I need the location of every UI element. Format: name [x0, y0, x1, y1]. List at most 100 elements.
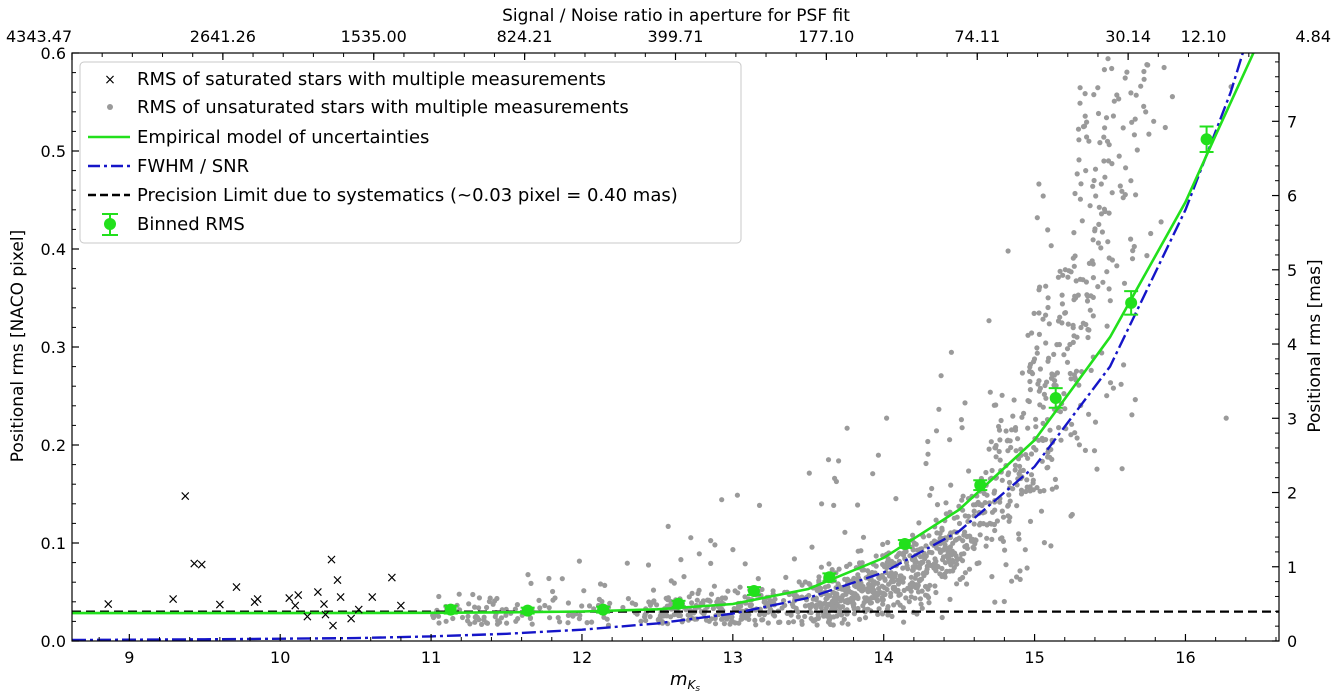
- unsaturated-star-point: [786, 619, 792, 626]
- unsaturated-star-point: [565, 612, 572, 619]
- saturated-star-marker: ×: [196, 557, 208, 573]
- unsaturated-star-point: [783, 574, 789, 581]
- unsaturated-star-point: [903, 595, 909, 601]
- binned-dot: [823, 571, 836, 584]
- unsaturated-star-point: [1065, 321, 1071, 327]
- unsaturated-star-point: [1084, 134, 1090, 140]
- unsaturated-star-point: [688, 535, 694, 541]
- x-tick-label: 14: [874, 648, 894, 667]
- unsaturated-star-point: [844, 611, 850, 617]
- unsaturated-star-point: [689, 600, 695, 606]
- unsaturated-star-point: [960, 538, 966, 544]
- unsaturated-star-point: [807, 581, 813, 588]
- unsaturated-star-point: [1030, 480, 1036, 486]
- unsaturated-star-point: [708, 591, 715, 597]
- unsaturated-star-point: [1036, 378, 1042, 384]
- unsaturated-star-point: [885, 539, 891, 546]
- saturated-star-marker: ×: [302, 609, 314, 625]
- unsaturated-star-point: [1045, 449, 1051, 455]
- saturated-star-marker: ×: [395, 598, 407, 614]
- unsaturated-star-point: [819, 501, 825, 507]
- unsaturated-star-point: [829, 567, 835, 573]
- unsaturated-star-point: [1033, 416, 1039, 422]
- unsaturated-star-point: [833, 604, 839, 610]
- unsaturated-star-point: [1048, 243, 1054, 249]
- unsaturated-star-point: [1086, 327, 1092, 333]
- unsaturated-star-point: [999, 508, 1005, 514]
- unsaturated-star-point: [1129, 119, 1135, 125]
- unsaturated-star-point: [638, 618, 644, 624]
- unsaturated-star-point: [925, 451, 931, 457]
- unsaturated-star-point: [913, 572, 919, 578]
- unsaturated-star-point: [1021, 410, 1027, 416]
- unsaturated-star-point: [976, 560, 982, 566]
- unsaturated-star-point: [1054, 370, 1060, 376]
- unsaturated-star-point: [971, 545, 977, 552]
- unsaturated-star-point: [696, 551, 702, 557]
- unsaturated-star-point: [842, 576, 848, 582]
- unsaturated-star-point: [1015, 436, 1021, 442]
- unsaturated-star-point: [1062, 310, 1069, 316]
- unsaturated-star-point: [1141, 103, 1147, 109]
- unsaturated-star-point: [904, 563, 910, 569]
- unsaturated-star-point: [525, 572, 531, 578]
- unsaturated-star-point: [472, 604, 478, 610]
- unsaturated-star-point: [924, 566, 930, 572]
- binned-rms-point: [822, 571, 837, 584]
- unsaturated-star-point: [651, 598, 657, 604]
- unsaturated-star-point: [896, 550, 903, 556]
- unsaturated-star-point: [1033, 424, 1039, 430]
- unsaturated-star-point: [989, 467, 995, 474]
- unsaturated-star-point: [908, 574, 914, 580]
- binned-dot: [1049, 391, 1062, 404]
- unsaturated-star-point: [983, 543, 989, 549]
- unsaturated-star-point: [988, 439, 994, 445]
- unsaturated-star-point: [706, 618, 712, 624]
- unsaturated-star-point: [1031, 356, 1038, 362]
- unsaturated-star-point: [999, 392, 1005, 398]
- unsaturated-star-point: [966, 468, 972, 474]
- legend-box: [79, 61, 742, 244]
- legend-item-fwhm: FWHM / SNR: [88, 156, 249, 177]
- unsaturated-star-point: [1069, 511, 1075, 518]
- unsaturated-star-point: [900, 552, 907, 558]
- unsaturated-star-point: [1071, 263, 1077, 269]
- unsaturated-star-point: [986, 318, 992, 324]
- unsaturated-star-point: [790, 619, 797, 625]
- unsaturated-star-point: [472, 614, 478, 620]
- unsaturated-star-point: [765, 620, 771, 626]
- unsaturated-star-point: [1082, 91, 1088, 97]
- unsaturated-star-point: [860, 587, 867, 593]
- unsaturated-star-point: [1060, 272, 1066, 278]
- unsaturated-star-point: [1068, 376, 1074, 382]
- y-tick-label-right: 6: [1287, 187, 1297, 206]
- legend-label-unsaturated: RMS of unsaturated stars with multiple m…: [137, 97, 629, 118]
- unsaturated-star-point: [993, 454, 999, 460]
- unsaturated-star-point: [1053, 383, 1059, 389]
- unsaturated-star-point: [920, 571, 927, 577]
- unsaturated-star-point: [825, 457, 832, 463]
- unsaturated-star-point: [993, 402, 999, 408]
- unsaturated-star-point: [1148, 230, 1154, 237]
- unsaturated-star-point: [939, 573, 945, 580]
- unsaturated-star-point: [1024, 477, 1030, 483]
- unsaturated-star-point: [746, 616, 752, 623]
- unsaturated-star-point: [799, 618, 805, 624]
- unsaturated-star-point: [1106, 142, 1112, 148]
- unsaturated-star-point: [1141, 76, 1147, 82]
- unsaturated-star-point: [1091, 177, 1097, 184]
- legend-marker-unsaturated-dot: [107, 104, 113, 110]
- unsaturated-star-point: [911, 540, 918, 546]
- saturated-star-marker: ×: [289, 598, 301, 614]
- unsaturated-star-point: [466, 601, 472, 607]
- y-tick-label-left: 0.1: [41, 534, 66, 553]
- unsaturated-star-point: [1102, 125, 1108, 131]
- unsaturated-star-point: [914, 584, 920, 591]
- unsaturated-star-point: [901, 587, 907, 594]
- unsaturated-star-point: [737, 584, 743, 590]
- unsaturated-star-point: [742, 561, 748, 567]
- unsaturated-star-point: [686, 594, 692, 600]
- unsaturated-star-point: [1029, 330, 1035, 336]
- unsaturated-star-point: [923, 543, 929, 549]
- unsaturated-star-point: [834, 591, 840, 597]
